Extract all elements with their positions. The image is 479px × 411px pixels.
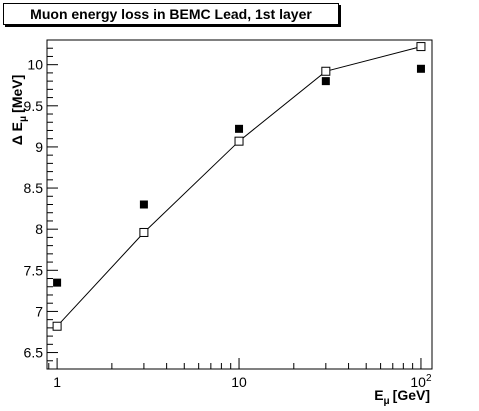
chart-marks [52,42,426,331]
x-axis-title: Eμ [GeV] [374,387,430,407]
y-axis-title: Δ Eμ[MeV] [9,75,29,146]
filled-square-point [53,278,62,287]
y-tick-label: 7.5 [24,262,44,278]
y-tick-label: 10 [27,57,43,73]
filled-square-point [139,200,148,209]
y-tick-label: 8 [35,221,43,237]
filled-square-point [416,64,425,73]
y-tick-label: 6.5 [24,345,44,361]
x-axis: 1 10 102 [48,358,432,390]
series-line [56,46,422,327]
filled-square-point [321,77,330,86]
open-square-point [416,42,426,52]
y-tick-label: 9 [35,139,43,155]
y-tick-label: 9.5 [24,98,44,114]
open-square-point [321,66,331,76]
plot-frame [46,39,433,370]
filled-square-point [235,124,244,133]
open-square-point [52,321,62,331]
y-axis: 6.5 7 7.5 8 8.5 9 9.5 10 [24,39,58,370]
open-square-point [139,227,149,237]
chart-title: Muon energy loss in BEMC Lead, 1st layer [3,3,339,25]
x-tick-label: 1 [53,374,61,390]
y-tick-label: 8.5 [24,180,44,196]
y-tick-label: 7 [35,303,43,319]
open-square-point [234,136,244,146]
x-tick-label: 10 [231,374,247,390]
